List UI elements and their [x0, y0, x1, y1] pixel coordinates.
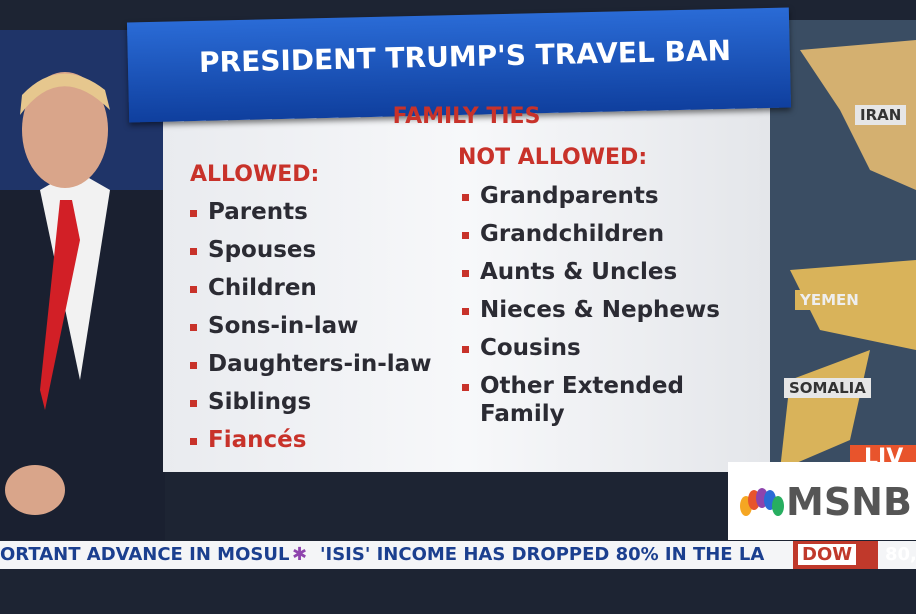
banner-subtitle: FAMILY TIES [392, 104, 541, 129]
network-logo: MSNB [728, 462, 916, 540]
allowed-list: Parents Spouses Children Sons-in-law Daughte… [190, 198, 431, 464]
list-item: Parents [190, 198, 431, 226]
person-figure [0, 72, 165, 540]
not-allowed-list: Grandparents Grandchildren Aunts & Uncles N… [462, 182, 742, 438]
list-item: Fiancés [190, 426, 431, 454]
list-item: Other Extended Family [462, 372, 742, 428]
ticker-item: ORTANT ADVANCE IN MOSUL [0, 544, 290, 565]
list-item: Aunts & Uncles [462, 258, 742, 286]
index-value: 80, [885, 544, 916, 565]
list-item: Nieces & Nephews [462, 296, 742, 324]
peacock-icon [740, 488, 784, 516]
info-panel [163, 85, 770, 472]
not-allowed-heading: NOT ALLOWED: [458, 145, 648, 170]
map-label: SOMALIA [784, 378, 871, 398]
map-label: YEMEN [795, 290, 864, 310]
list-item: Sons-in-law [190, 312, 431, 340]
network-name: MSNB [786, 480, 912, 524]
ticker-item: 'ISIS' INCOME HAS DROPPED 80% IN THE LA [320, 544, 765, 565]
list-item: Cousins [462, 334, 742, 362]
list-item: Daughters-in-law [190, 350, 431, 378]
ticker-separator-icon: ✱ [292, 544, 308, 565]
list-item: Spouses [190, 236, 431, 264]
list-item: Children [190, 274, 431, 302]
list-item: Grandchildren [462, 220, 742, 248]
map-label: IRAN [855, 105, 907, 125]
allowed-heading: ALLOWED: [190, 162, 320, 187]
news-ticker: ORTANT ADVANCE IN MOSUL ✱ 'ISIS' INCOME … [0, 541, 916, 569]
list-item: Grandparents [462, 182, 742, 210]
list-item: Siblings [190, 388, 431, 416]
index-name: DOW [798, 544, 857, 565]
